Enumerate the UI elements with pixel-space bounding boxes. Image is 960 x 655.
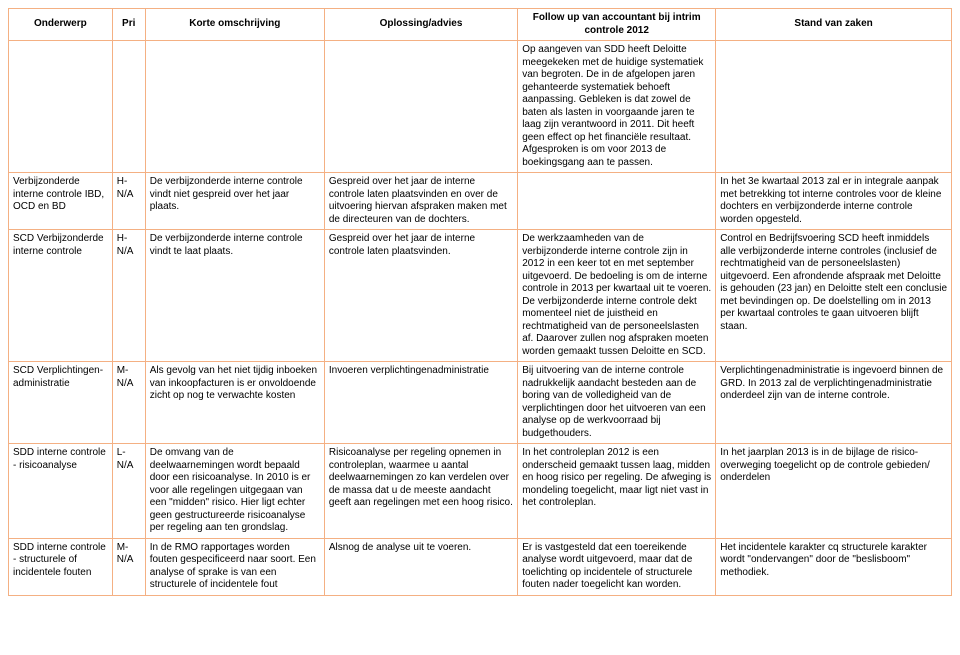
cell-stand: [716, 41, 952, 173]
header-stand: Stand van zaken: [716, 9, 952, 41]
cell-pri: M-N/A: [112, 538, 145, 595]
cell-oplossing: Gespreid over het jaar de interne contro…: [324, 173, 517, 230]
cell-korte: Als gevolg van het niet tijdig inboeken …: [145, 362, 324, 444]
cell-oplossing: [324, 41, 517, 173]
cell-followup: Bij uitvoering van de interne controle n…: [518, 362, 716, 444]
header-oplossing: Oplossing/advies: [324, 9, 517, 41]
table-row: Verbijzonderde interne controle IBD, OCD…: [9, 173, 952, 230]
table-row: SDD interne controle - structurele of in…: [9, 538, 952, 595]
cell-pri: L-N/A: [112, 444, 145, 539]
table-row: SDD interne controle - risicoanalyse L-N…: [9, 444, 952, 539]
header-korte-omschrijving: Korte omschrijving: [145, 9, 324, 41]
cell-followup: In het controleplan 2012 is een ondersch…: [518, 444, 716, 539]
cell-stand: In het jaarplan 2013 is in de bijlage de…: [716, 444, 952, 539]
cell-korte: [145, 41, 324, 173]
cell-korte: De omvang van de deelwaarnemingen wordt …: [145, 444, 324, 539]
header-followup: Follow up van accountant bij intrim cont…: [518, 9, 716, 41]
cell-oplossing: Gespreid over het jaar de interne contro…: [324, 230, 517, 362]
cell-pri: H-N/A: [112, 230, 145, 362]
cell-onderwerp: SCD Verbijzonderde interne controle: [9, 230, 113, 362]
cell-followup: Er is vastgesteld dat een toereikende an…: [518, 538, 716, 595]
cell-pri: H-N/A: [112, 173, 145, 230]
cell-onderwerp: Verbijzonderde interne controle IBD, OCD…: [9, 173, 113, 230]
header-row: Onderwerp Pri Korte omschrijving Oplossi…: [9, 9, 952, 41]
cell-stand: Verplichtingenadministratie is ingevoerd…: [716, 362, 952, 444]
cell-onderwerp: SDD interne controle - structurele of in…: [9, 538, 113, 595]
header-pri: Pri: [112, 9, 145, 41]
cell-korte: De verbijzonderde interne controle vindt…: [145, 173, 324, 230]
cell-followup: Op aangeven van SDD heeft Deloitte meege…: [518, 41, 716, 173]
cell-followup: [518, 173, 716, 230]
cell-stand: Control en Bedrijfsvoering SCD heeft inm…: [716, 230, 952, 362]
cell-pri: [112, 41, 145, 173]
header-onderwerp: Onderwerp: [9, 9, 113, 41]
cell-oplossing: Alsnog de analyse uit te voeren.: [324, 538, 517, 595]
cell-followup: De werkzaamheden van de verbijzonderde i…: [518, 230, 716, 362]
cell-oplossing: Invoeren verplichtingenadministratie: [324, 362, 517, 444]
table-row: SCD Verbijzonderde interne controle H-N/…: [9, 230, 952, 362]
table-row: Op aangeven van SDD heeft Deloitte meege…: [9, 41, 952, 173]
cell-pri: M-N/A: [112, 362, 145, 444]
cell-oplossing: Risicoanalyse per regeling opnemen in co…: [324, 444, 517, 539]
cell-korte: De verbijzonderde interne controle vindt…: [145, 230, 324, 362]
cell-onderwerp: SCD Verplichtingen-administratie: [9, 362, 113, 444]
document-table: Onderwerp Pri Korte omschrijving Oplossi…: [8, 8, 952, 596]
cell-korte: In de RMO rapportages worden fouten gesp…: [145, 538, 324, 595]
cell-stand: Het incidentele karakter cq structurele …: [716, 538, 952, 595]
table-row: SCD Verplichtingen-administratie M-N/A A…: [9, 362, 952, 444]
cell-onderwerp: [9, 41, 113, 173]
cell-stand: In het 3e kwartaal 2013 zal er in integr…: [716, 173, 952, 230]
cell-onderwerp: SDD interne controle - risicoanalyse: [9, 444, 113, 539]
